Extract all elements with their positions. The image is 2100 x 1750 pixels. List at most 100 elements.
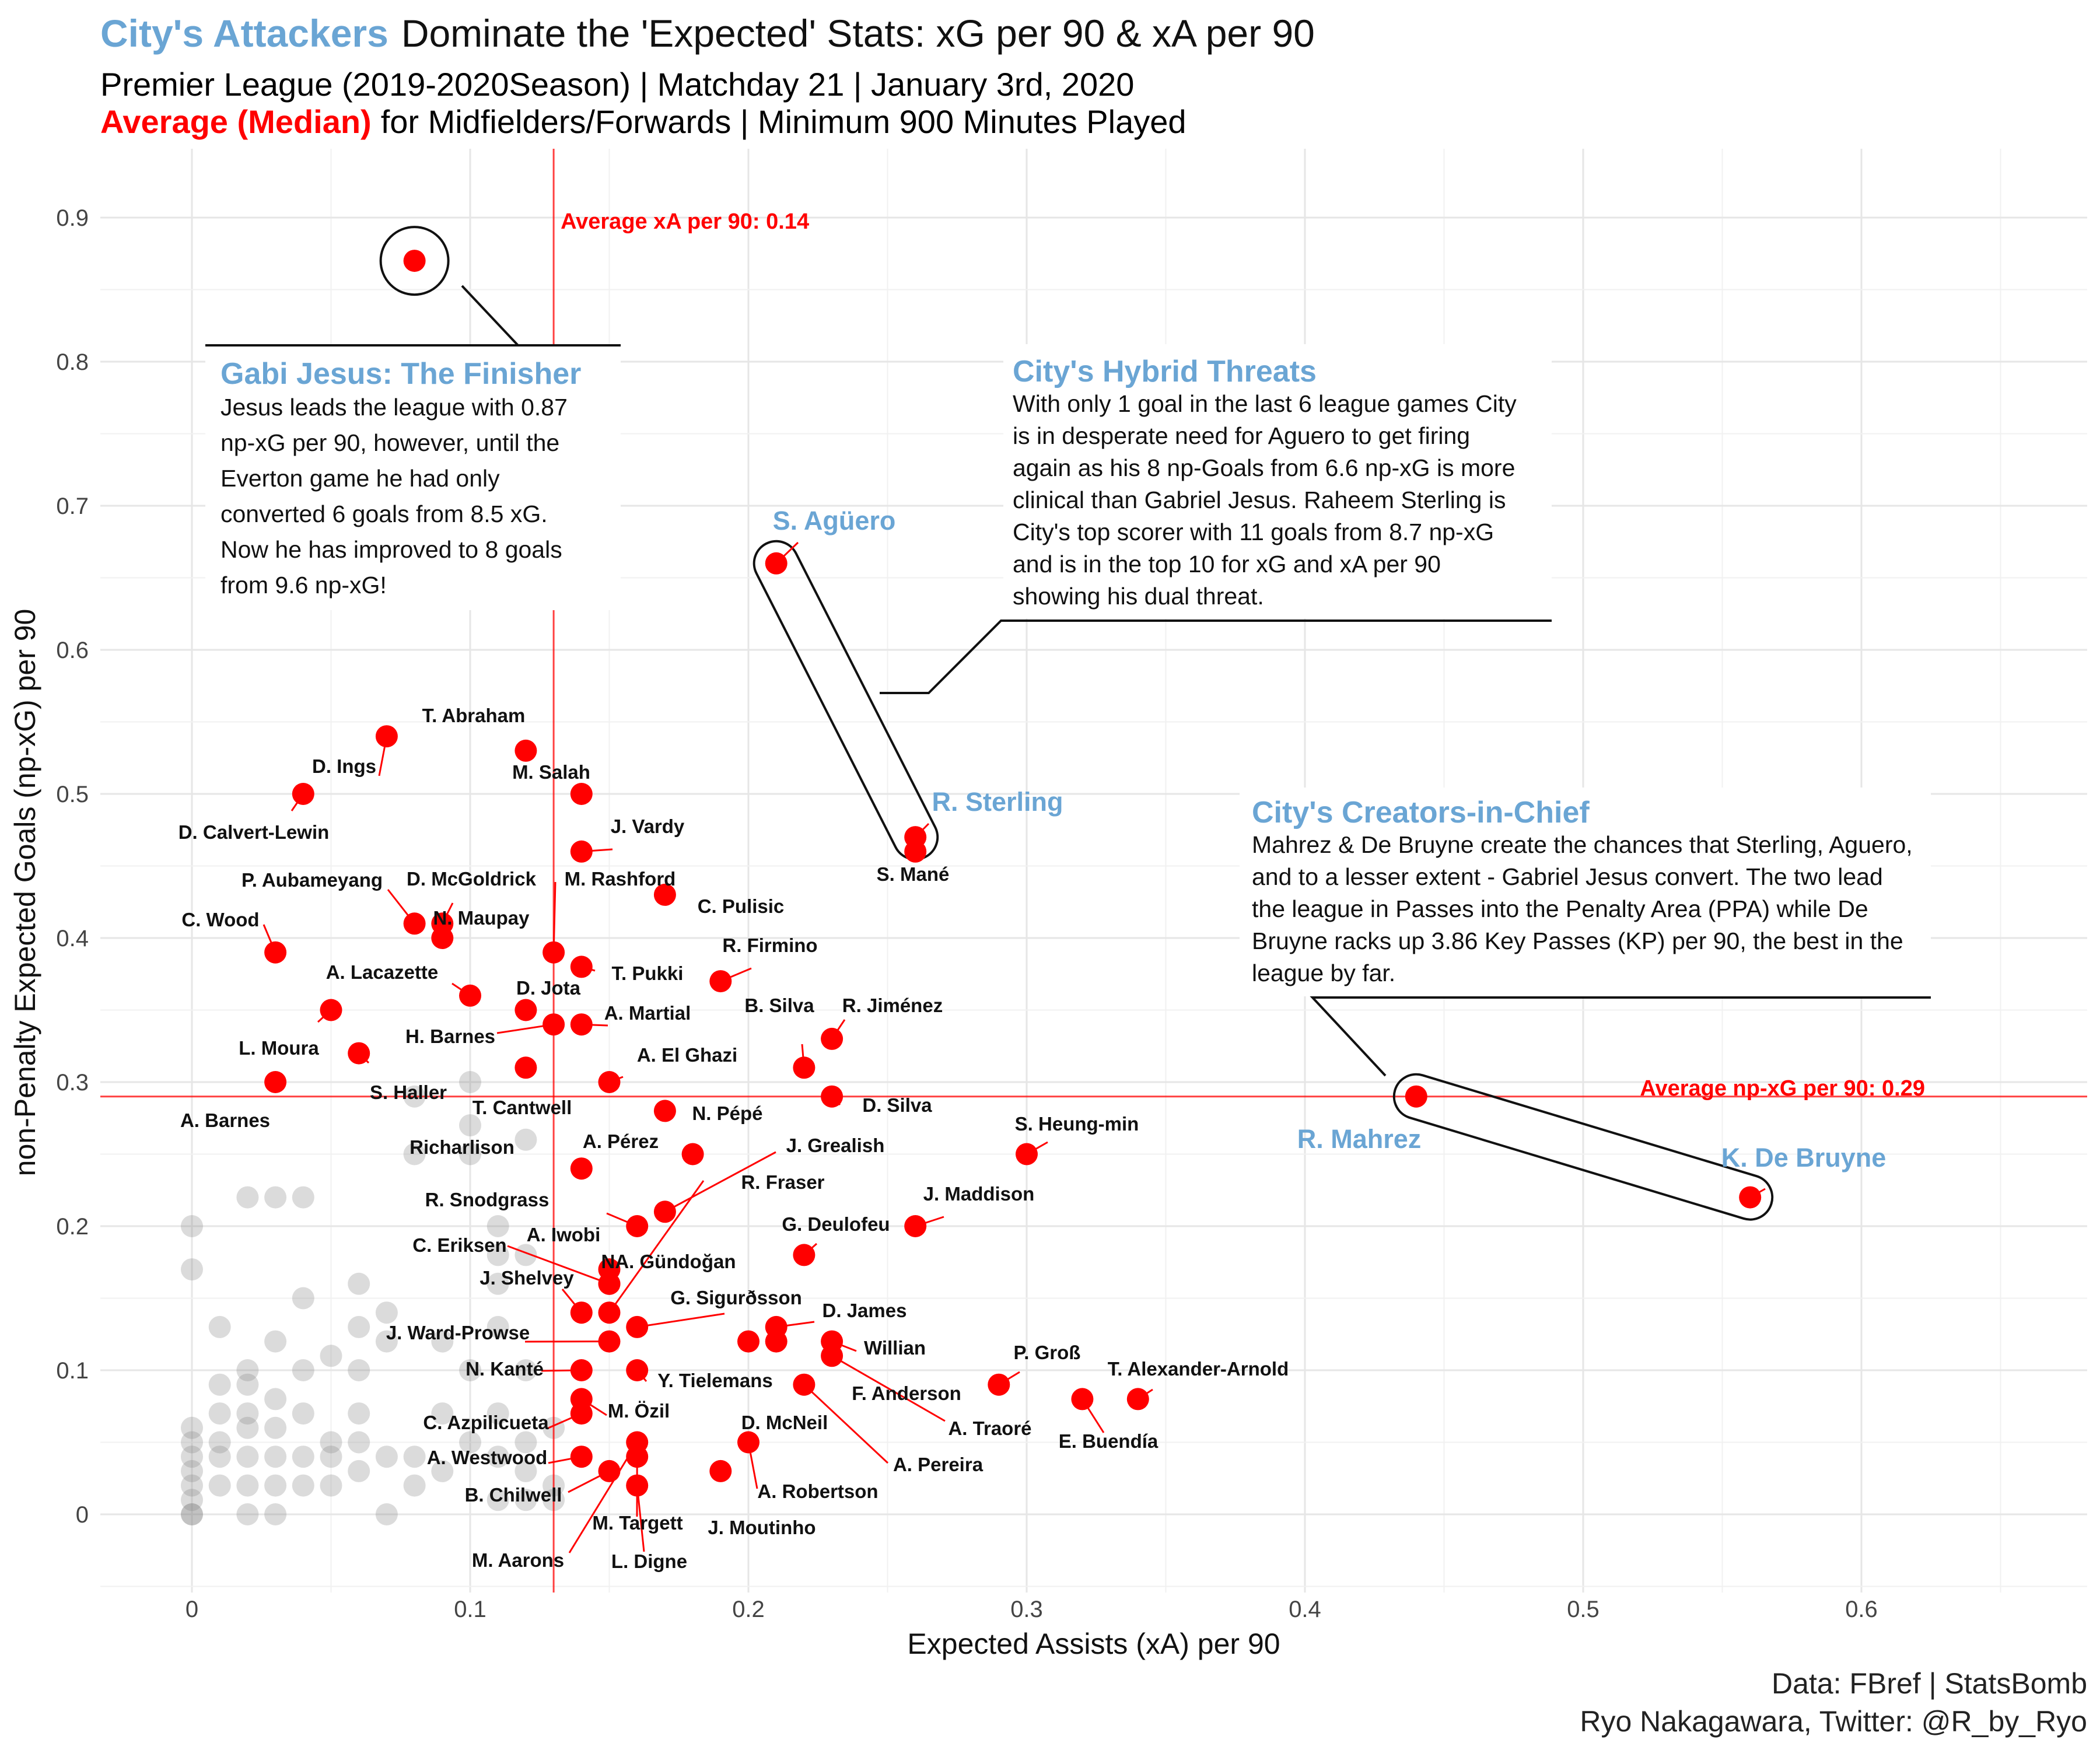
point-label: J. Vardy	[611, 816, 685, 837]
point-label: B. Chilwell	[465, 1484, 562, 1506]
point-label: M. Aarons	[472, 1549, 564, 1571]
point-label: L. Moura	[239, 1037, 319, 1059]
background-point	[236, 1186, 259, 1209]
background-point	[375, 1301, 398, 1324]
background-point	[348, 1402, 370, 1425]
background-point	[320, 1474, 342, 1497]
title-highlight: City's Attackers	[100, 12, 388, 55]
point-g-deulofeu	[793, 1244, 816, 1266]
point-na-g-ndo-an	[598, 1272, 621, 1295]
point-k-de-bruyne	[1739, 1186, 1762, 1209]
background-point	[487, 1244, 509, 1266]
point-r-fraser	[598, 1301, 621, 1324]
point-e-buend-a	[1071, 1388, 1094, 1410]
background-points	[181, 1071, 565, 1525]
background-point	[514, 1460, 537, 1482]
background-point	[236, 1373, 259, 1396]
point-label: B. Silva	[744, 995, 814, 1016]
background-point	[487, 1272, 509, 1295]
background-point	[181, 1474, 203, 1497]
point-j-grealish	[653, 1200, 676, 1223]
point-j-maddison	[904, 1215, 927, 1237]
point-label: L. Digne	[611, 1550, 687, 1572]
hybrid-callout-line: With only 1 goal in the last 6 league ga…	[1013, 390, 1517, 417]
y-axis-title: non-Penalty Expected Goals (np-xG) per 9…	[9, 609, 41, 1177]
background-point	[403, 1143, 426, 1166]
jesus-callout-line: np-xG per 90, however, until the	[220, 429, 559, 456]
point-label: J. Maddison	[923, 1183, 1035, 1205]
point-label: D. Ings	[312, 755, 376, 777]
point-n-kant-	[570, 1359, 593, 1381]
point-b-chilwell	[598, 1460, 621, 1482]
point-c-wood	[264, 941, 287, 964]
hybrid-callout-line: and is in the top 10 for xG and xA per 9…	[1013, 551, 1441, 578]
x-tick-label: 0.4	[1289, 1597, 1321, 1622]
point-label: J. Grealish	[786, 1135, 885, 1156]
point-d-mcneil	[737, 1330, 760, 1353]
point-p-aubameyang	[403, 912, 426, 935]
point-label: D. McGoldrick	[407, 868, 537, 890]
hybrid-callout-line: City's top scorer with 11 goals from 8.7…	[1013, 519, 1494, 545]
point-a-robertson	[737, 1431, 760, 1454]
background-point	[292, 1287, 314, 1310]
point-r-firmino	[709, 970, 732, 993]
point-label: D. Jota	[516, 977, 581, 999]
background-point	[348, 1460, 370, 1482]
background-point	[292, 1474, 314, 1497]
background-point	[181, 1215, 203, 1237]
jesus-callout-line: Now he has improved to 8 goals	[220, 536, 562, 563]
point-label: T. Alexander-Arnold	[1108, 1358, 1289, 1380]
background-point	[375, 1330, 398, 1353]
creators-callout-line: the league in Passes into the Penalty Ar…	[1252, 895, 1868, 922]
annotation-shapes: Gabi Jesus: The Finisher Jesus leads the …	[205, 226, 1931, 1221]
y-tick-label: 0.9	[56, 205, 89, 231]
point-label: A. Pérez	[583, 1130, 659, 1152]
jesus-callout-line: Everton game he had only	[220, 465, 500, 492]
point-r-jim-nez	[821, 1027, 844, 1050]
background-point	[375, 1503, 398, 1525]
median-npxg-label: Average np-xG per 90: 0.29	[1640, 1076, 1925, 1101]
leader-line	[664, 1151, 776, 1213]
point-label: C. Pulisic	[698, 895, 785, 917]
point-j-moutinho	[709, 1460, 732, 1482]
point-label: A. Barnes	[180, 1110, 270, 1131]
y-tick-label: 0.1	[56, 1358, 89, 1384]
background-point	[348, 1315, 370, 1338]
point-a-p-rez	[681, 1143, 704, 1166]
jesus-callout-line: from 9.6 np-xG!	[220, 572, 387, 598]
point-label: M. Salah	[512, 761, 590, 783]
background-point	[236, 1402, 259, 1425]
background-point	[181, 1503, 203, 1525]
background-point	[431, 1460, 454, 1482]
background-point	[487, 1402, 509, 1425]
background-point	[181, 1460, 203, 1482]
point-label: A. Traoré	[948, 1418, 1031, 1439]
axis-ticks: 0 0.1 0.2 0.3 0.4 0.5 0.6 0 0.1 0.2 0.3 0.4 0.5 0.6 0.…	[56, 205, 1877, 1622]
background-point	[459, 1071, 481, 1093]
background-point	[181, 1258, 203, 1281]
background-point	[459, 1143, 481, 1166]
point-label: D. McNeil	[741, 1412, 828, 1433]
point-label: A. Martial	[604, 1002, 691, 1024]
chart-title: City's Attackers Dominate the 'Expected' …	[100, 12, 1315, 55]
hybrid-callout-line: clinical than Gabriel Jesus. Raheem Ster…	[1013, 487, 1506, 513]
point-label: D. Silva	[862, 1094, 932, 1116]
point-a-lacazette	[459, 984, 481, 1007]
background-point	[514, 1359, 537, 1381]
point-c-azpilicueta	[570, 1402, 593, 1425]
background-point	[431, 1402, 454, 1425]
point-s-heung-min	[1016, 1143, 1038, 1166]
background-point	[236, 1503, 259, 1525]
leader-line	[552, 881, 556, 953]
point-richarlison	[570, 1157, 593, 1180]
background-point	[487, 1489, 509, 1511]
point-y-tielemans	[626, 1359, 649, 1381]
point-label: J. Ward-Prowse	[386, 1322, 530, 1343]
background-point	[403, 1474, 426, 1497]
point-label: R. Sterling	[932, 787, 1063, 817]
point-d-jota	[514, 999, 537, 1021]
point-label: C. Azpilicueta	[423, 1412, 549, 1433]
background-point	[487, 1315, 509, 1338]
x-tick-label: 0.5	[1567, 1597, 1600, 1622]
